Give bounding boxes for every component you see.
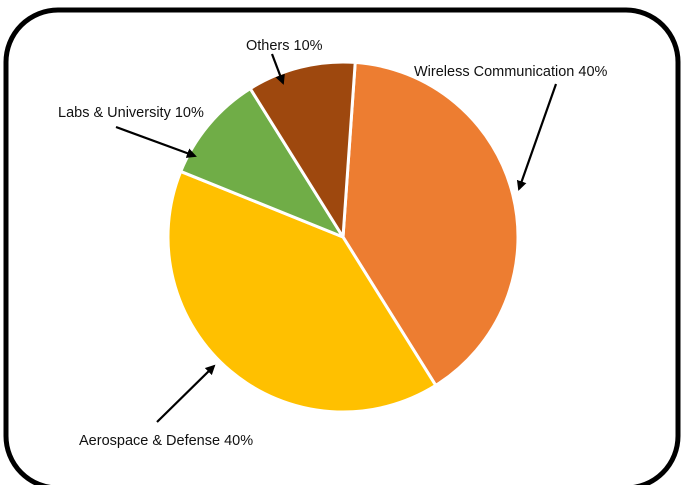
pie-slice-aerospace-defense: [166, 169, 438, 414]
label-aerospace-defense: Aerospace & Defense 40%: [79, 433, 253, 449]
arrow-labs-university: [115, 125, 197, 158]
arrow-aerospace-defense: [156, 364, 216, 423]
pie-slice-labs-university: [179, 87, 345, 239]
label-wireless-communication: Wireless Communication 40%: [414, 64, 608, 80]
leader-arrows: [115, 53, 558, 423]
label-labs-university: Labs & University 10%: [58, 105, 204, 121]
pie-slice-others: [248, 60, 357, 239]
arrow-others: [270, 53, 285, 85]
arrow-wireless-communication: [516, 83, 558, 191]
label-others: Others 10%: [246, 38, 323, 54]
pie-slices: [166, 60, 520, 414]
